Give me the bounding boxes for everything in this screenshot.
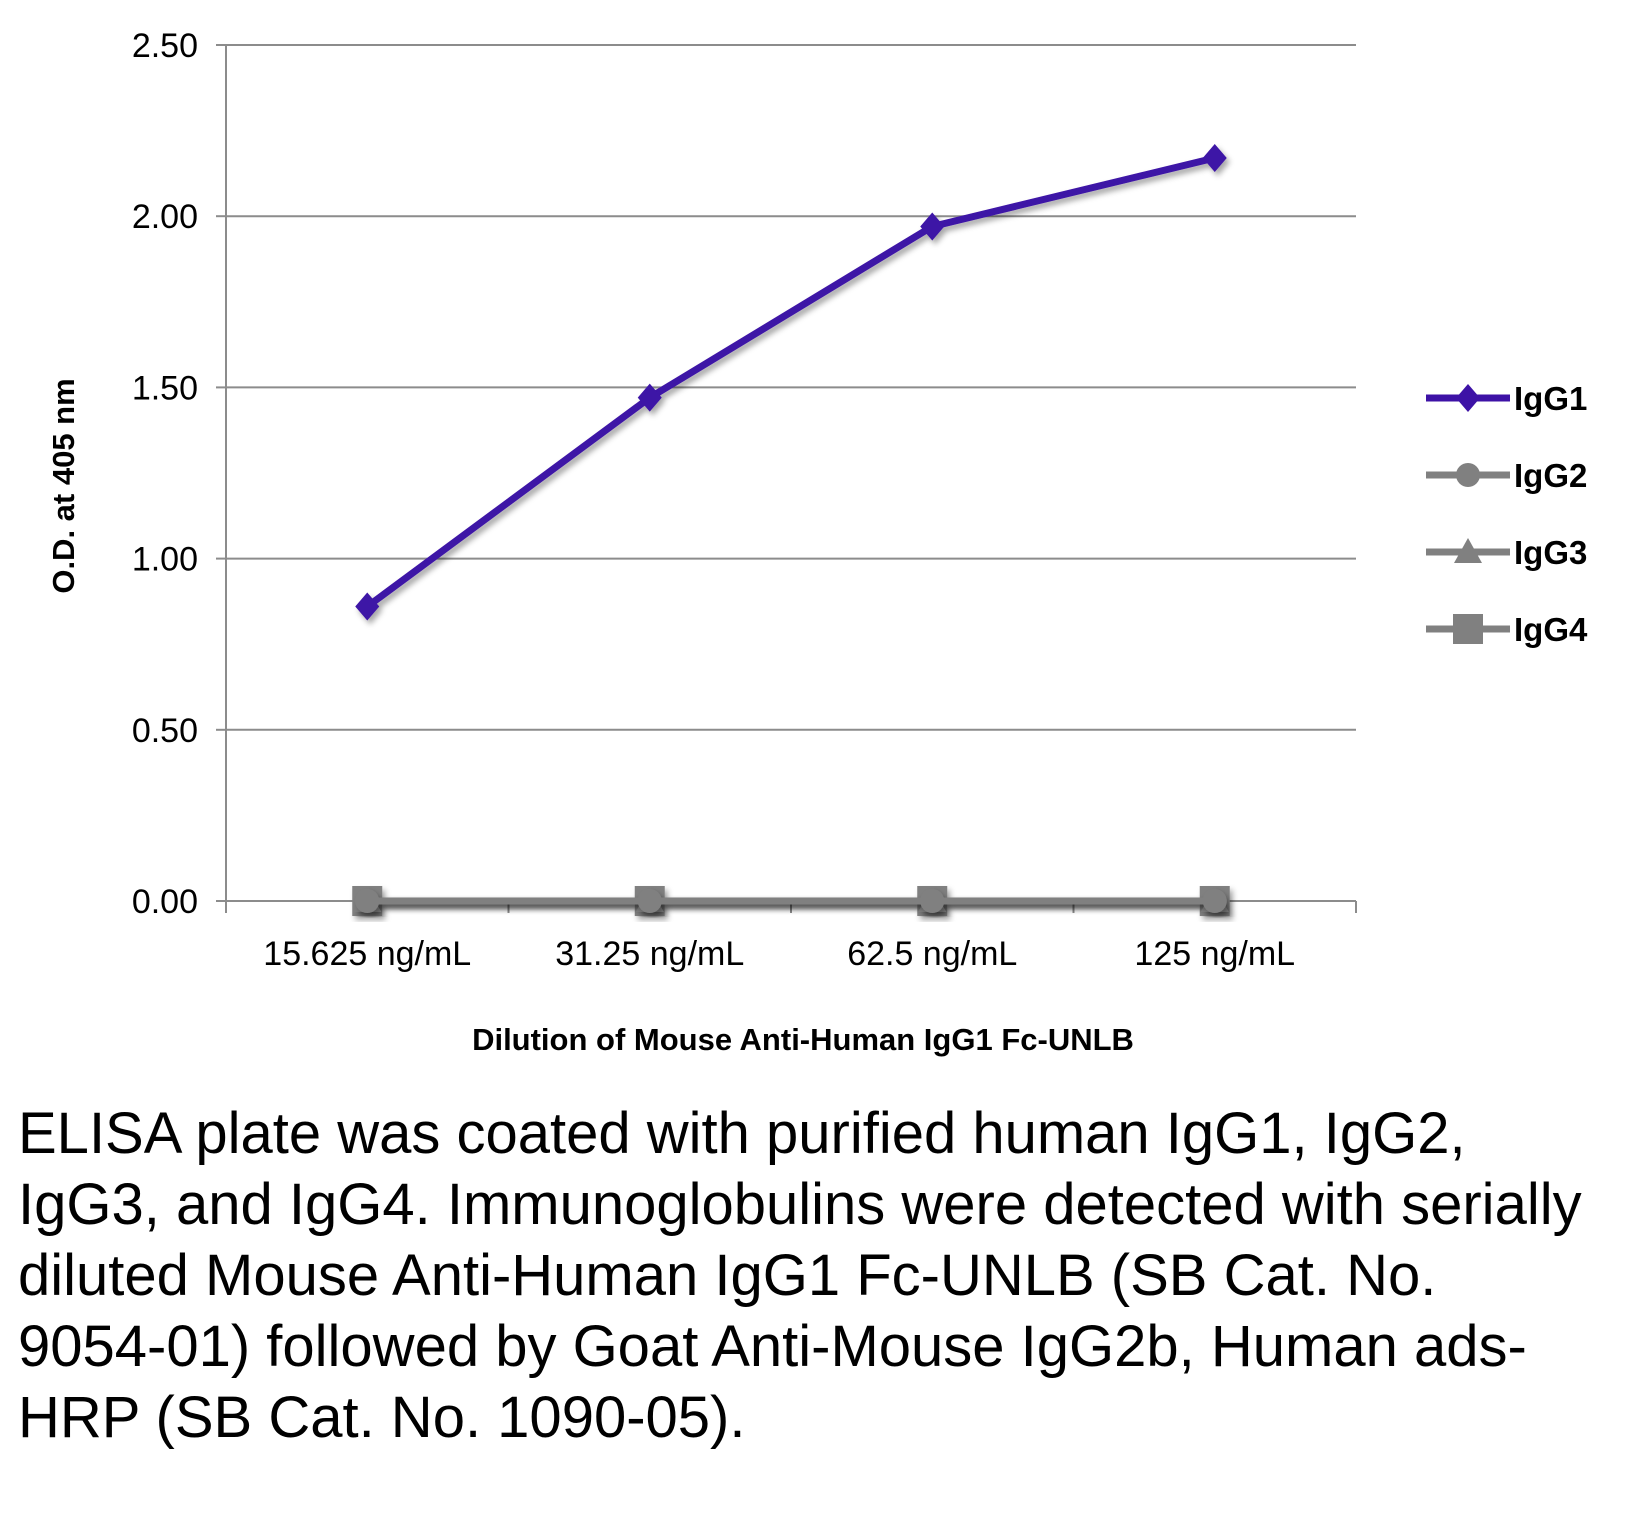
x-tick-label: 125 ng/mL — [1134, 935, 1295, 973]
data-point-IgG2 — [637, 889, 662, 913]
legend-item-IgG1: IgG1 — [1426, 380, 1587, 417]
series-line-IgG1 — [365, 154, 1216, 610]
legend-item-IgG2: IgG2 — [1426, 457, 1587, 494]
legend-label: IgG4 — [1514, 611, 1588, 648]
series-IgG1 — [355, 143, 1227, 621]
legend-item-IgG4: IgG4 — [1426, 611, 1588, 648]
data-point-IgG1 — [355, 592, 380, 621]
figure-caption: ELISA plate was coated with purified hum… — [18, 1101, 1582, 1450]
y-tick-label: 1.00 — [132, 541, 198, 579]
y-axis-title: O.D. at 405 nm — [46, 378, 81, 593]
legend-item-IgG3: IgG3 — [1426, 534, 1587, 571]
legend-marker — [1456, 463, 1480, 487]
legend-label: IgG3 — [1514, 534, 1587, 571]
x-tick-labels: 15.625 ng/mL 31.25 ng/mL 62.5 ng/mL 125 ng/… — [263, 935, 1295, 973]
legend-marker — [1453, 614, 1483, 644]
x-axis-title: Dilution of Mouse Anti-Human IgG1 Fc-UNL… — [472, 1022, 1134, 1057]
legend-marker — [1456, 384, 1480, 412]
y-tick-label: 0.50 — [132, 712, 198, 750]
legend-marker — [1454, 538, 1482, 563]
data-point-IgG1 — [637, 383, 662, 412]
data-point-IgG2 — [355, 889, 380, 913]
data-point-IgG2 — [1202, 889, 1227, 913]
y-tick-labels: 0.00 0.50 1.00 1.50 2.00 2.50 — [132, 27, 198, 921]
x-tick-label: 31.25 ng/mL — [555, 935, 744, 973]
x-tick-label: 15.625 ng/mL — [263, 935, 471, 973]
series-IgG2 — [355, 889, 1227, 913]
y-tick-label: 0.00 — [132, 883, 198, 921]
series — [352, 143, 1230, 916]
y-tick-label: 2.00 — [132, 198, 198, 236]
elisa-line-chart: 0.00 0.50 1.00 1.50 2.00 2.50 15.625 ng/mL 31.… — [46, 27, 1588, 1057]
legend-label: IgG1 — [1514, 380, 1587, 417]
legend: IgG1 IgG2 IgG3 IgG4 — [1426, 380, 1588, 648]
data-point-IgG2 — [920, 889, 945, 913]
legend-label: IgG2 — [1514, 457, 1587, 494]
x-tick-label: 62.5 ng/mL — [847, 935, 1017, 973]
data-point-IgG1 — [1202, 143, 1227, 172]
y-tick-label: 2.50 — [132, 27, 198, 65]
gridlines — [226, 44, 1356, 731]
y-tick-label: 1.50 — [132, 369, 198, 407]
axes — [216, 44, 1357, 913]
data-point-IgG1 — [920, 212, 945, 241]
